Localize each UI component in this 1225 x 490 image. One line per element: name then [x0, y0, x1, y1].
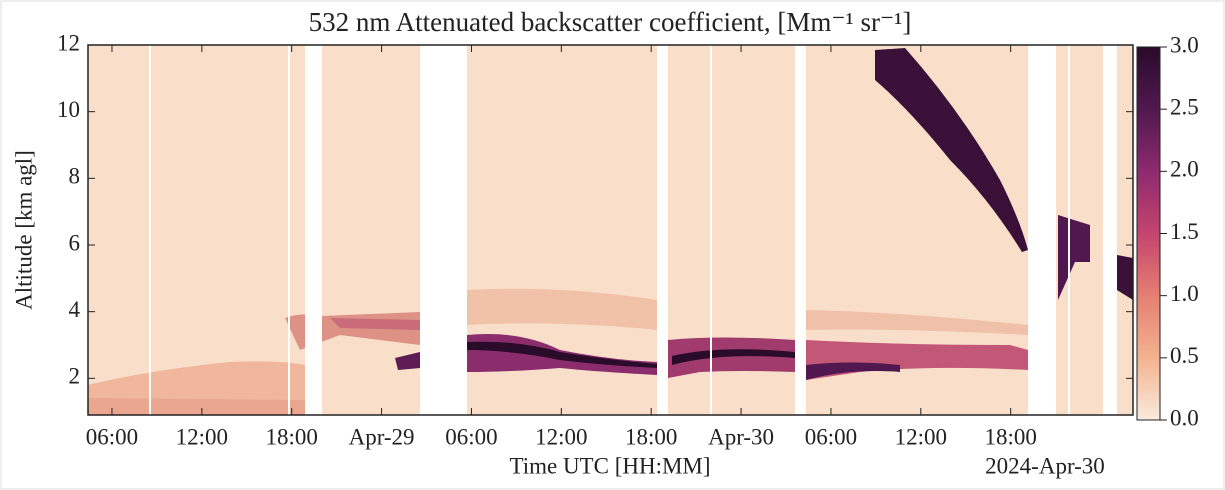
colorbar-tick-label: 0.0 [1170, 405, 1199, 430]
colorbar-tick-label: 3.0 [1170, 32, 1199, 57]
x-tick-label: 06:00 [445, 424, 497, 449]
y-tick-label: 10 [57, 97, 80, 122]
x-tick-label: 06:00 [805, 424, 857, 449]
x-axis-label: Time UTC [HH:MM] [509, 453, 710, 478]
x-tick-label: 06:00 [86, 424, 138, 449]
x-tick-label: Apr-30 [708, 424, 774, 449]
chart-title: 532 nm Attenuated backscatter coefficien… [309, 7, 912, 37]
x-tick-label: 12:00 [535, 424, 587, 449]
colorbar-tick-label: 1.5 [1170, 219, 1199, 244]
y-tick-label: 6 [69, 230, 81, 255]
y-axis-label: Altitude [km agl] [11, 150, 36, 310]
colorbar-tick-label: 1.0 [1170, 281, 1199, 306]
x-tick-label: 12:00 [895, 424, 947, 449]
plot-frame [87, 44, 1134, 416]
colorbar-tick-label: 0.5 [1170, 343, 1199, 368]
annotation: 2024-Apr-30 [985, 453, 1105, 478]
y-tick-label: 8 [69, 164, 81, 189]
y-tick-label: 4 [69, 297, 81, 322]
colorbar-tick-label: 2.0 [1170, 157, 1199, 182]
y-tick-label: 2 [69, 364, 81, 389]
colorbar [1136, 46, 1161, 421]
x-tick-label: 12:00 [176, 424, 228, 449]
x-tick-label: 18:00 [266, 424, 318, 449]
x-tick-label: 18:00 [984, 424, 1036, 449]
colorbar-tick-label: 2.5 [1170, 94, 1199, 119]
y-tick-label: 12 [57, 30, 80, 55]
heatmap-image [88, 45, 1133, 415]
x-tick-label: Apr-29 [349, 424, 415, 449]
x-tick-label: 18:00 [625, 424, 677, 449]
